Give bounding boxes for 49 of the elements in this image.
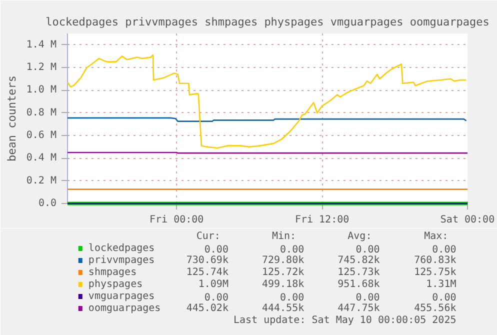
legend-label: shmpages — [88, 267, 137, 278]
text: Last update: Sat May 10 00:00:05 2025 — [233, 315, 456, 326]
text: Cur: — [196, 231, 220, 242]
y-tick-label: 0.4 M — [26, 152, 57, 164]
text: 951.68k — [338, 279, 380, 290]
x-tick-label: Fri 00:00 — [150, 214, 204, 226]
y-axis-title: bean counters — [5, 75, 18, 162]
text: 0.00 — [356, 244, 380, 256]
y-tick-label: 0.0 — [38, 198, 56, 209]
text: 0.00 — [280, 244, 304, 256]
text: 0.00 — [356, 292, 380, 304]
text: 0.00 — [204, 244, 228, 256]
text: 499.18k — [262, 279, 304, 290]
text: 125.72k — [262, 267, 304, 278]
text: 729.80k — [262, 255, 304, 266]
y-tick-label: 1.2 M — [26, 62, 57, 73]
line-series — [66, 54, 467, 149]
text: 455.56k — [414, 303, 456, 314]
text: 1.31M — [426, 279, 456, 290]
legend-label: lockedpages — [88, 243, 155, 254]
text: 1.09M — [198, 279, 228, 290]
text: 125.75k — [414, 267, 456, 278]
text: 0.00 — [432, 292, 456, 304]
x-tick-label: Fri 12:00 — [294, 214, 350, 226]
text: 760.83k — [414, 255, 456, 266]
text: 0.00 — [280, 292, 304, 304]
text: 745.82k — [338, 255, 380, 266]
chart-title: lockedpages privvmpages shmpages physpages vmguarpages oomguarpages — [46, 16, 490, 28]
text: Max: — [424, 231, 448, 242]
text: 125.74k — [186, 267, 228, 278]
text: 447.75k — [338, 303, 380, 314]
legend-label: vmguarpages — [88, 291, 155, 302]
x-tick-label: Sat 00:00 — [440, 214, 495, 226]
text: 125.73k — [338, 267, 380, 278]
text: 445.02k — [186, 303, 228, 314]
y-tick-label: 0.2 M — [26, 175, 57, 186]
y-tick-label: 0.8 M — [26, 107, 57, 118]
legend-label: physpages — [88, 279, 143, 290]
text: 0.00 — [204, 292, 228, 304]
text: Min: — [272, 231, 296, 242]
text: Avg: — [348, 231, 372, 242]
y-tick-label: 0.6 M — [26, 130, 57, 141]
legend-label: oomguarpages — [88, 303, 161, 314]
legend-label: privvmpages — [88, 255, 155, 266]
text: 444.55k — [262, 303, 304, 314]
text: 0.00 — [432, 244, 456, 256]
text: 730.69k — [186, 255, 228, 266]
y-tick-label: 1.0 M — [26, 84, 57, 96]
y-tick-label: 1.4 M — [26, 39, 57, 50]
